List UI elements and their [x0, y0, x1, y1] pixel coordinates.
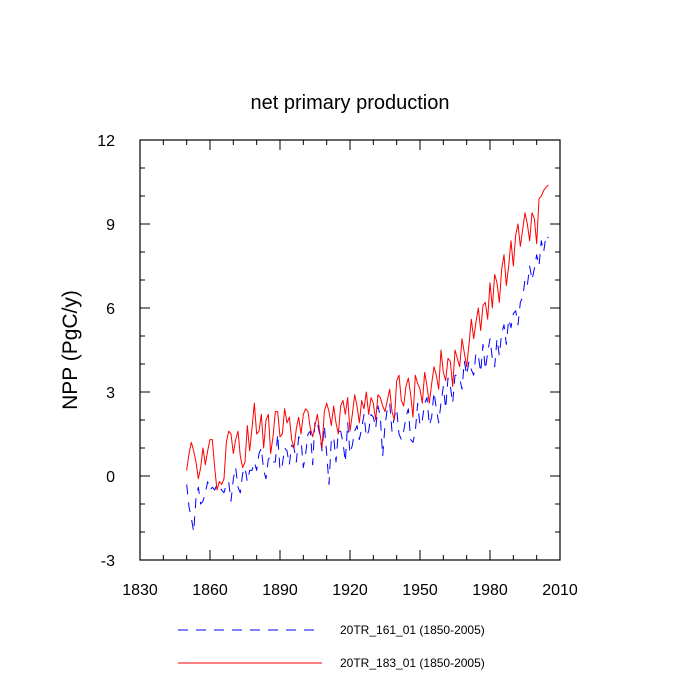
- chart-title: net primary production: [251, 92, 450, 114]
- legend-label-series-2: 20TR_183_01 (1850-2005): [340, 656, 485, 670]
- x-tick-label: 1890: [262, 582, 298, 599]
- y-tick-labels: -3 0 3 6 9 12: [97, 133, 115, 570]
- y-tick-label: -3: [101, 553, 115, 570]
- x-tick-label: 2010: [542, 582, 578, 599]
- y-tick-label: 0: [106, 469, 115, 486]
- plot-frame: [139, 139, 561, 561]
- series-lines: [186, 184, 549, 533]
- y-tick-label: 9: [106, 217, 115, 234]
- x-tick-label: 1860: [192, 582, 228, 599]
- y-axis-label: NPP (PgC/y): [59, 290, 82, 410]
- series-line-1: [186, 234, 549, 533]
- x-tick-label: 1950: [402, 582, 438, 599]
- y-tick-label: 6: [106, 301, 115, 318]
- x-tick-label: 1920: [332, 582, 368, 599]
- y-tick-label: 3: [106, 385, 115, 402]
- legend-label-series-1: 20TR_161_01 (1850-2005): [340, 623, 485, 637]
- series-line-2: [186, 184, 549, 491]
- x-tick-label: 1980: [472, 582, 508, 599]
- x-tick-labels: 1830 1860 1890 1920 1950 1980 2010: [122, 582, 578, 599]
- legend: 20TR_161_01 (1850-2005) 20TR_183_01 (185…: [178, 623, 485, 670]
- x-tick-label: 1830: [122, 582, 158, 599]
- axis-ticks: [139, 139, 561, 561]
- y-tick-label: 12: [97, 133, 115, 150]
